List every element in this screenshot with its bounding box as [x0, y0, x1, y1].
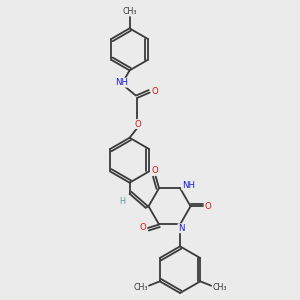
Text: CH₃: CH₃ — [122, 7, 137, 16]
Text: O: O — [151, 88, 158, 97]
Text: O: O — [134, 119, 141, 128]
Text: H: H — [119, 196, 125, 206]
Text: NH: NH — [115, 78, 128, 87]
Text: NH: NH — [182, 181, 195, 190]
Text: O: O — [152, 167, 158, 176]
Text: CH₃: CH₃ — [133, 283, 148, 292]
Text: CH₃: CH₃ — [212, 283, 227, 292]
Text: O: O — [204, 202, 211, 211]
Text: O: O — [140, 224, 146, 232]
Text: N: N — [178, 224, 184, 233]
